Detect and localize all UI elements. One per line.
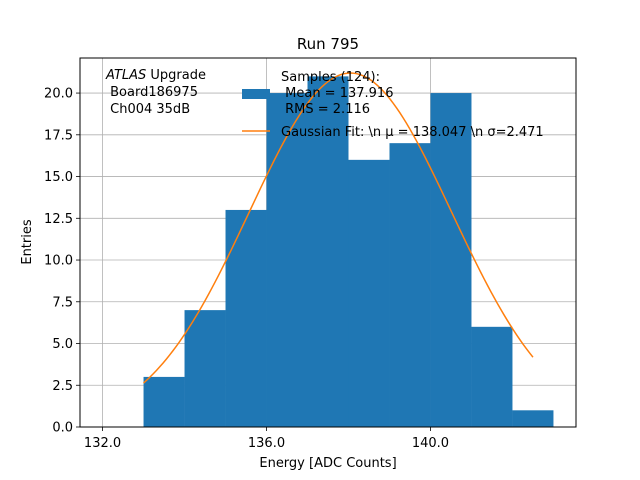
legend-samples-line-1: Samples (124):	[281, 70, 380, 85]
legend-samples-line-2: Mean = 137.916	[281, 86, 393, 101]
legend-samples-line-3: RMS = 2.116	[281, 102, 370, 117]
y-tick-label-0: 0.0	[52, 421, 73, 436]
legend-samples-swatch	[242, 89, 270, 99]
gaussian-fit-curve	[143, 72, 534, 384]
y-tick-label-1: 2.5	[52, 379, 73, 394]
x-tick-label-0: 132.0	[84, 436, 121, 451]
annotation-atlas: ATLAS	[105, 68, 146, 83]
y-tick-label-4: 10.0	[44, 254, 73, 269]
histogram-bar-3	[266, 93, 308, 427]
x-axis-label: Energy [ADC Counts]	[259, 456, 396, 471]
annotation-line-2: Board186975	[106, 85, 198, 100]
histogram-bar-8	[471, 326, 513, 427]
annotation-line-3: Ch004 35dB	[106, 102, 190, 117]
y-tick-label-6: 15.0	[44, 170, 73, 185]
x-axis-ticks: 132.0 136.0 140.0	[84, 427, 449, 451]
y-tick-label-7: 17.5	[44, 128, 73, 143]
plot-frame	[79, 57, 577, 428]
y-tick-label-8: 20.0	[44, 87, 73, 102]
y-axis-ticks: 0.0 2.5 5.0 7.5 10.0 12.5 15.0 17.5 20.0	[44, 87, 80, 436]
chart-title: Run 795	[297, 35, 359, 53]
x-tick-label-1: 136.0	[248, 436, 285, 451]
legend: Samples (124): Mean = 137.916 RMS = 2.11…	[242, 70, 544, 140]
histogram-bar-6	[389, 143, 431, 427]
histogram-bar-9	[512, 410, 554, 427]
y-tick-label-2: 5.0	[52, 337, 73, 352]
annotation-upgrade: Upgrade	[146, 68, 206, 83]
y-axis-label: Entries	[20, 219, 35, 265]
atlas-annotation: ATLAS Upgrade Board186975 Ch004 35dB	[105, 68, 206, 117]
gaussian-fit	[143, 72, 534, 384]
y-tick-label-3: 7.5	[52, 295, 73, 310]
annotation-line-1: ATLAS Upgrade	[105, 68, 206, 83]
legend-fit-label: Gaussian Fit: \n μ = 138.047 \n σ=2.471	[281, 125, 544, 140]
histogram-bar-2	[225, 209, 267, 427]
histogram-bar-0	[143, 376, 185, 427]
histogram-bar-5	[348, 159, 390, 427]
y-tick-label-5: 12.5	[44, 212, 73, 227]
histogram-bar-4	[307, 76, 349, 427]
histogram-bar-7	[430, 93, 472, 427]
x-tick-label-2: 140.0	[412, 436, 449, 451]
histogram-bars	[143, 76, 554, 427]
histogram-bar-1	[184, 310, 226, 427]
